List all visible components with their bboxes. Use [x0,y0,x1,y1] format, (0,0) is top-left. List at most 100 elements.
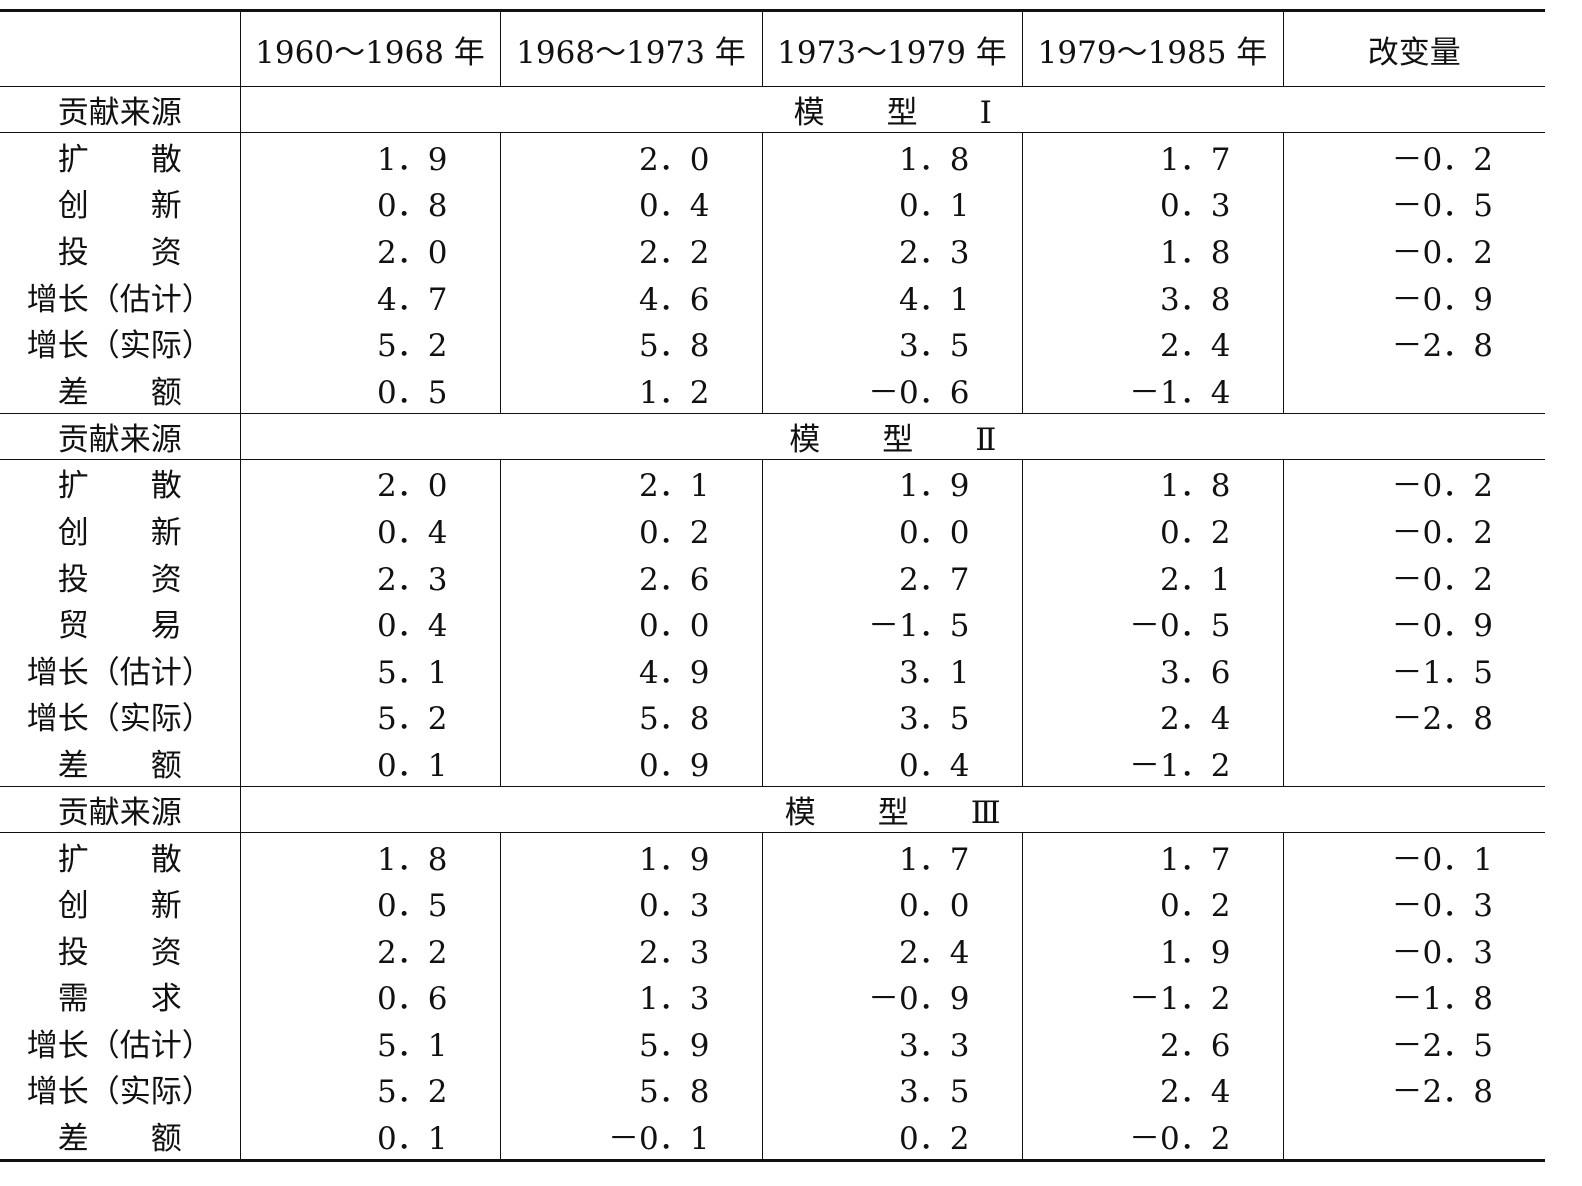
value-cell: 0．1 [239,739,500,787]
column-header: 改变量 [1282,9,1545,87]
value-cell: 2．4 [1021,692,1283,740]
value-cell: 0．5 [239,365,500,414]
value-cell: 5．8 [499,319,762,366]
value-cell: 2．3 [239,552,500,600]
value-cell: 0．9 [499,739,762,787]
value-cell: 1．2 [499,365,762,414]
section-row: 贡献来源模 型 Ⅰ [0,86,1545,133]
value-cell: 5．8 [499,692,762,740]
data-row: 贸 易 0．4 0．0 －1．5 －0．5 －0．9 [0,599,1545,646]
table-body: 1960～1968 年 1968～1973 年 1973～1979 年 1979～19… [0,9,1545,1162]
value-cell: 0．6 [239,972,500,1020]
value-cell: 2．1 [499,459,762,507]
value-cell: 1．8 [1021,226,1283,273]
value-cell: －0．5 [1282,179,1545,227]
row-label: 差 额 [57,747,182,784]
value-cell: 1．9 [239,132,500,180]
row-label: 扩 散 [57,141,182,178]
value-cell: －1．8 [1282,972,1545,1020]
value-cell: 3．5 [761,692,1022,740]
row-label: 贸 易 [57,608,182,645]
value-cell: 1．8 [1021,459,1283,507]
value-cell: －0．9 [1282,272,1545,320]
value-cell: 2．6 [499,552,762,600]
value-cell: 2．3 [761,226,1022,273]
column-header: 1979～1985 年 [1021,9,1283,87]
value-cell: 3．5 [761,319,1022,366]
value-cell: 4．9 [499,645,762,693]
row-label: 差 额 [57,374,182,411]
value-cell: 5．8 [499,1065,762,1113]
value-cell: 2．2 [499,226,762,273]
value-cell: 2．4 [1021,319,1283,366]
value-cell: 0．2 [499,506,762,553]
value-cell: 2．0 [499,132,762,180]
value-cell: 5．1 [239,1019,500,1066]
value-cell: 1．9 [1021,925,1283,973]
model-title: 模 型 Ⅰ [239,86,1545,133]
value-cell: 4．1 [761,272,1022,320]
value-cell: 0．1 [761,179,1022,227]
value-cell: 1．7 [761,832,1022,880]
value-cell: 1．7 [1021,832,1283,880]
value-cell: 2．7 [761,552,1022,600]
data-row: 增长（估计） 5．1 5．9 3．3 2．6 －2．5 [0,1019,1545,1066]
value-cell: －2．8 [1282,319,1545,366]
value-cell: －1．5 [761,599,1022,646]
section-row: 贡献来源模 型 Ⅱ [0,412,1545,460]
value-cell: －2．5 [1282,1019,1545,1066]
value-cell: 0．4 [239,599,500,646]
data-row: 投 资 2．3 2．6 2．7 2．1 －0．2 [0,552,1545,600]
value-cell: －0．5 [1021,599,1283,646]
row-label: 投 资 [57,934,182,971]
value-cell: 5．2 [239,319,500,366]
corner-cell [0,9,240,87]
value-cell: 0．5 [239,879,500,926]
value-cell: －0．2 [1282,459,1545,507]
data-row: 增长（实际） 5．2 5．8 3．5 2．4 －2．8 [0,319,1545,366]
value-cell: 3．5 [761,1065,1022,1113]
row-label: 增长（实际） [26,328,213,365]
row-label: 投 资 [57,561,182,598]
value-cell: －0．2 [1282,552,1545,600]
row-label: 增长（估计） [26,654,213,691]
value-cell: 0．2 [761,1112,1022,1162]
value-cell: －0．2 [1282,226,1545,273]
value-cell: 1．7 [1021,132,1283,180]
row-label: 增长（估计） [26,281,213,318]
section-label: 贡献来源 [0,785,240,833]
value-cell: 4．6 [499,272,762,320]
value-cell: －0．2 [1282,506,1545,553]
data-row: 需 求 0．6 1．3 －0．9 －1．2 －1．8 [0,972,1545,1020]
value-cell: 1．9 [499,832,762,880]
value-cell: －0．1 [1282,832,1545,880]
row-label: 增长（实际） [26,1074,213,1111]
value-cell: 5．2 [239,692,500,740]
data-table: 1960～1968 年 1968～1973 年 1973～1979 年 1979～19… [0,9,1545,1162]
value-cell: －0．3 [1282,925,1545,973]
empty-cell [1282,365,1545,414]
section-label: 贡献来源 [0,86,240,133]
value-cell: 5．9 [499,1019,762,1066]
value-cell: 0．0 [499,599,762,646]
value-cell: 1．8 [239,832,500,880]
value-cell: 0．4 [239,506,500,553]
data-row: 扩 散 1．8 1．9 1．7 1．7 －0．1 [0,832,1545,880]
value-cell: 2．1 [1021,552,1283,600]
value-cell: 2．4 [1021,1065,1283,1113]
row-label: 需 求 [57,981,182,1018]
value-cell: 0．3 [1021,179,1283,227]
value-cell: 0．8 [239,179,500,227]
section-row: 贡献来源模 型 Ⅲ [0,785,1545,833]
value-cell: －0．2 [1282,132,1545,180]
data-row: 创 新 0．4 0．2 0．0 0．2 －0．2 [0,506,1545,553]
value-cell: －1．5 [1282,645,1545,693]
value-cell: 3．1 [761,645,1022,693]
data-row: 增长（估计） 4．7 4．6 4．1 3．8 －0．9 [0,272,1545,320]
data-row: 创 新 0．5 0．3 0．0 0．2 －0．3 [0,879,1545,926]
data-row: 增长（实际） 5．2 5．8 3．5 2．4 －2．8 [0,692,1545,740]
data-row: 扩 散 1．9 2．0 1．8 1．7 －0．2 [0,132,1545,180]
column-header: 1968～1973 年 [499,9,762,87]
data-row: 扩 散 2．0 2．1 1．9 1．8 －0．2 [0,459,1545,507]
